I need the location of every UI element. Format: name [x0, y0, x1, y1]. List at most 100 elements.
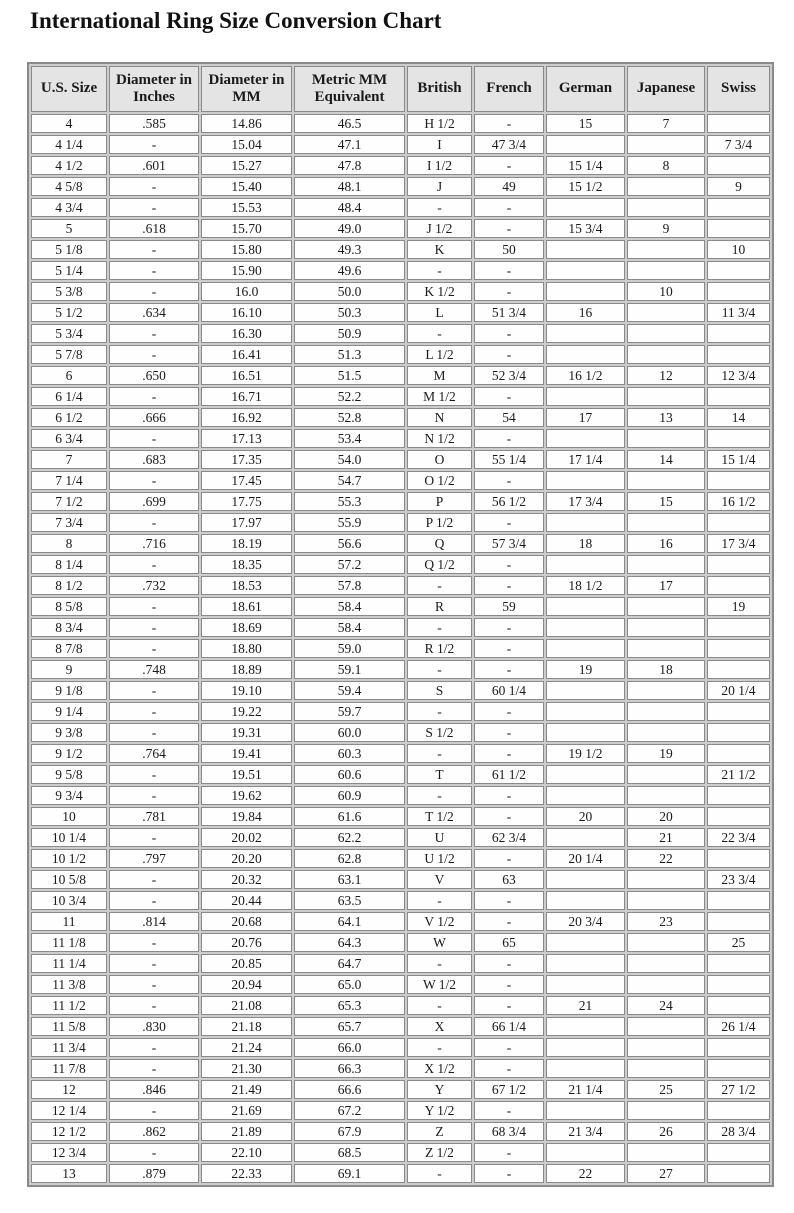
table-cell: - — [474, 198, 544, 217]
table-cell: - — [407, 1038, 472, 1057]
table-cell: 16.71 — [201, 387, 292, 406]
table-cell: 15 — [546, 114, 625, 133]
table-cell: 11 — [31, 912, 107, 931]
table-cell — [546, 702, 625, 721]
table-cell — [707, 744, 770, 763]
table-body: 4.585 14.86 46.5 H 1/2-15 7 4 1/4-15.04 47.1 I 4… — [31, 114, 770, 1183]
table-cell: - — [474, 1101, 544, 1120]
table-cell: - — [109, 429, 199, 448]
table-cell: .862 — [109, 1122, 199, 1141]
table-cell: 21 1/4 — [546, 1080, 625, 1099]
table-cell — [707, 324, 770, 343]
table-row: 11.814 20.68 64.1 V 1/2-20 3/4 23 — [31, 912, 770, 931]
table-cell — [546, 786, 625, 805]
table-cell: 60.6 — [294, 765, 405, 784]
table-cell: 59.7 — [294, 702, 405, 721]
table-cell: 57 3/4 — [474, 534, 544, 553]
table-cell: 20.94 — [201, 975, 292, 994]
table-row: 12.846 21.49 66.6 Y 67 1/2 21 1/4 25 27 1/2 — [31, 1080, 770, 1099]
table-cell: - — [109, 282, 199, 301]
table-cell: - — [474, 912, 544, 931]
table-cell — [707, 198, 770, 217]
table-cell: - — [407, 744, 472, 763]
table-cell: 11 1/2 — [31, 996, 107, 1015]
table-cell: 18 — [627, 660, 705, 679]
table-cell: X — [407, 1017, 472, 1036]
table-cell: 65.7 — [294, 1017, 405, 1036]
table-cell — [627, 597, 705, 616]
table-cell: 19.84 — [201, 807, 292, 826]
table-cell: 13 — [31, 1164, 107, 1183]
table-cell — [546, 135, 625, 154]
table-cell — [546, 618, 625, 637]
table-cell: 4 3/4 — [31, 198, 107, 217]
table-cell: - — [474, 576, 544, 595]
table-cell: 54.7 — [294, 471, 405, 490]
table-cell: 7 3/4 — [707, 135, 770, 154]
table-cell: 65.3 — [294, 996, 405, 1015]
table-cell — [627, 765, 705, 784]
table-cell: 5 3/4 — [31, 324, 107, 343]
table-cell: 12 — [31, 1080, 107, 1099]
table-cell: I 1/2 — [407, 156, 472, 175]
table-cell: 20.02 — [201, 828, 292, 847]
table-cell: 20 1/4 — [707, 681, 770, 700]
table-cell — [627, 345, 705, 364]
table-cell — [707, 786, 770, 805]
table-cell: 50.0 — [294, 282, 405, 301]
table-cell: M 1/2 — [407, 387, 472, 406]
table-row: 4 5/8-15.40 48.1 J 49 15 1/2 9 — [31, 177, 770, 196]
table-cell: .683 — [109, 450, 199, 469]
table-cell — [707, 513, 770, 532]
table-cell — [707, 849, 770, 868]
table-cell: - — [109, 975, 199, 994]
table-cell: .748 — [109, 660, 199, 679]
table-cell: 20.85 — [201, 954, 292, 973]
table-cell: 4 1/2 — [31, 156, 107, 175]
table-cell: V 1/2 — [407, 912, 472, 931]
table-row: 5 3/8-16.0 50.0 K 1/2-10 — [31, 282, 770, 301]
table-cell — [627, 513, 705, 532]
table-row: 10 1/4-20.02 62.2 U 62 3/4 21 22 3/4 — [31, 828, 770, 847]
table-cell: 48.4 — [294, 198, 405, 217]
table-cell: 19 1/2 — [546, 744, 625, 763]
table-cell: - — [474, 555, 544, 574]
table-cell: 60.0 — [294, 723, 405, 742]
table-cell: 20.44 — [201, 891, 292, 910]
table-cell: T 1/2 — [407, 807, 472, 826]
table-cell: 66.6 — [294, 1080, 405, 1099]
table-cell: 15.80 — [201, 240, 292, 259]
table-cell — [627, 681, 705, 700]
table-cell: 9 — [707, 177, 770, 196]
table-cell — [546, 639, 625, 658]
table-cell: W 1/2 — [407, 975, 472, 994]
table-cell: 22 3/4 — [707, 828, 770, 847]
table-cell: 20.68 — [201, 912, 292, 931]
table-cell: O — [407, 450, 472, 469]
table-cell — [707, 345, 770, 364]
table-row: 7.683 17.35 54.0 O 55 1/4 17 1/4 14 15 1/4 — [31, 450, 770, 469]
table-cell — [627, 1059, 705, 1078]
table-cell: 14.86 — [201, 114, 292, 133]
table-cell — [546, 1059, 625, 1078]
table-cell — [707, 660, 770, 679]
table-cell: - — [109, 891, 199, 910]
table-cell — [546, 870, 625, 889]
table-cell — [707, 429, 770, 448]
ring-size-conversion-table: U.S. Size Diameter in Inches Diameter in M… — [27, 62, 774, 1187]
table-cell: S 1/2 — [407, 723, 472, 742]
table-cell: 7 1/2 — [31, 492, 107, 511]
table-cell: 69.1 — [294, 1164, 405, 1183]
table-cell: 15.27 — [201, 156, 292, 175]
table-cell — [627, 177, 705, 196]
table-cell: 11 3/4 — [31, 1038, 107, 1057]
table-cell: .716 — [109, 534, 199, 553]
table-cell: M — [407, 366, 472, 385]
table-cell: R 1/2 — [407, 639, 472, 658]
table-cell — [627, 429, 705, 448]
table-cell: P — [407, 492, 472, 511]
table-cell: 63 — [474, 870, 544, 889]
table-cell: .830 — [109, 1017, 199, 1036]
table-cell: V — [407, 870, 472, 889]
page-title: International Ring Size Conversion Chart — [30, 8, 442, 33]
